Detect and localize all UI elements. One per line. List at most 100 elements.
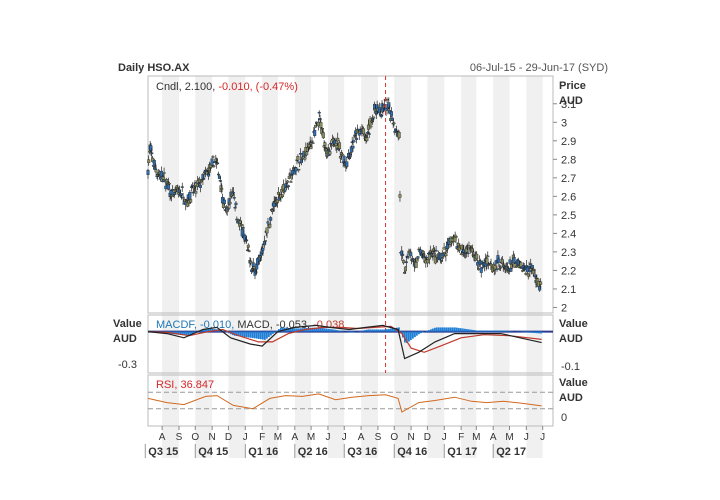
candle-body	[276, 191, 280, 195]
candle-body	[286, 185, 290, 188]
macd-hist-bar	[466, 329, 468, 332]
month-label: N	[209, 432, 216, 443]
macd-hist-bar	[460, 328, 462, 332]
candle-body	[254, 271, 258, 273]
candle-body	[479, 267, 483, 273]
macd-right-unit: AUD	[559, 333, 583, 345]
month-band	[427, 76, 445, 458]
macd-right-label: Value	[559, 318, 588, 330]
macd-signal-line	[147, 325, 542, 353]
macd-hist-bar	[392, 328, 394, 332]
macd-hist-bar	[226, 331, 228, 333]
macd-hist-bar	[340, 330, 342, 332]
candle-body	[226, 207, 230, 210]
candle-body	[525, 266, 529, 273]
macd-hist-bar	[522, 331, 524, 333]
quarter-label: Q4 16	[397, 446, 427, 458]
macd-hist-bar	[244, 331, 246, 338]
price-axis-label: Price	[559, 80, 586, 92]
macd-hist-bar	[378, 329, 380, 332]
macd-hist-bar	[384, 329, 386, 332]
candle-body	[189, 199, 193, 203]
candle-body	[370, 120, 374, 123]
month-label: J	[540, 432, 545, 443]
candle-body	[247, 250, 251, 252]
quarter-label: Q1 16	[248, 446, 278, 458]
macd-hist-bar	[296, 328, 298, 332]
price-tick-label: 2.4	[561, 228, 576, 240]
macd-hist-bar	[400, 331, 402, 333]
macd-hist-bar	[324, 328, 326, 332]
candle-body	[176, 187, 180, 189]
panel-frame	[147, 75, 554, 314]
month-band	[262, 76, 278, 458]
macd-hist-bar	[382, 329, 384, 332]
candle-body	[338, 155, 342, 159]
candle-body	[245, 239, 249, 241]
candle-body	[497, 258, 501, 263]
candle-body	[250, 268, 254, 271]
candle-body	[316, 121, 320, 127]
month-band	[162, 76, 179, 458]
candle-body	[508, 259, 512, 264]
macd-hist-bar	[386, 329, 388, 332]
macd-hist-bar	[240, 331, 242, 337]
macd-hist-bar	[362, 330, 364, 332]
candle-body	[199, 180, 203, 182]
candle-body	[467, 244, 471, 248]
candle-body	[378, 107, 382, 114]
candle-body	[292, 170, 296, 175]
candle-body	[174, 189, 178, 192]
candle-body	[398, 194, 402, 198]
macd-hist-bar	[432, 328, 434, 332]
candle-body	[192, 187, 196, 189]
candle-body	[353, 134, 357, 137]
candle-body	[510, 264, 514, 269]
candle-body	[201, 174, 205, 180]
macd-hist-bar	[318, 327, 320, 332]
candle-body	[532, 269, 536, 271]
candle-body	[222, 199, 226, 204]
macd-hist-bar	[210, 328, 212, 332]
candle-body	[308, 141, 312, 144]
candle-body	[524, 273, 528, 275]
candle-body	[443, 251, 447, 254]
macd-hist-bar	[504, 330, 506, 332]
candle-body	[167, 183, 171, 185]
macd-hist-bar	[446, 327, 448, 332]
rsi-right-unit: AUD	[559, 392, 583, 404]
candle-body	[335, 145, 339, 149]
candle-body	[441, 253, 445, 257]
macd-hist-bar	[426, 330, 428, 332]
candle-body	[321, 127, 325, 130]
candle-body	[149, 145, 153, 151]
candle-body	[330, 144, 334, 147]
candle-body	[454, 236, 458, 238]
candle-body	[428, 250, 432, 253]
macd-hist-bar	[184, 331, 186, 336]
macd-hist-bar	[372, 329, 374, 332]
candle-body	[367, 133, 371, 135]
macd-hist-bar	[430, 329, 432, 332]
candle-body	[188, 192, 192, 200]
candle-body	[232, 197, 236, 199]
macd-hist-bar	[312, 327, 314, 332]
candle-body	[384, 107, 388, 111]
candle-body	[258, 255, 262, 258]
candle-body	[397, 131, 401, 139]
month-label: D	[424, 432, 431, 443]
candle-body	[211, 156, 215, 158]
macd-hist-bar	[282, 327, 284, 332]
macd-hist-bar	[394, 328, 396, 332]
macd-hist-bar	[268, 331, 270, 337]
price-tick-label: 2	[561, 302, 567, 314]
candle-body	[425, 256, 429, 259]
candle-body	[160, 180, 164, 182]
candle-body	[233, 206, 237, 209]
quarter-label: Q2 16	[298, 446, 328, 458]
month-label: O	[191, 432, 199, 443]
quarter-label: Q3 16	[347, 446, 377, 458]
macd-hist-bar	[530, 331, 532, 333]
macd-hist-bar	[326, 328, 328, 332]
candle-body	[502, 265, 506, 267]
